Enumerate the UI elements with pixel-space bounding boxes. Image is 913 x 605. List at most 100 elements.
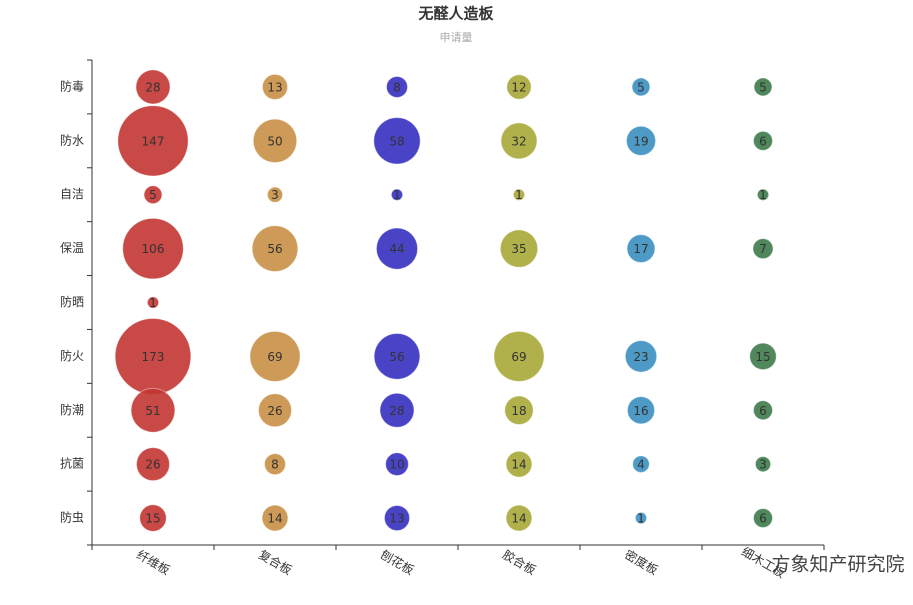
bubble-label: 32 bbox=[511, 134, 526, 148]
bubble-label: 35 bbox=[511, 242, 526, 256]
bubble-label: 5 bbox=[759, 80, 767, 94]
bubble bbox=[493, 330, 545, 382]
bubble bbox=[264, 453, 286, 476]
bubble bbox=[512, 188, 526, 201]
bubble bbox=[624, 340, 658, 373]
bubble bbox=[631, 77, 651, 97]
bubble-label: 1 bbox=[759, 188, 767, 202]
bubble bbox=[626, 234, 656, 264]
bubble-label: 6 bbox=[759, 512, 767, 526]
bubble-label: 14 bbox=[511, 458, 526, 472]
bubble bbox=[626, 396, 656, 425]
bubble bbox=[504, 395, 534, 426]
bubble-label: 56 bbox=[389, 350, 404, 364]
bubble-label: 69 bbox=[267, 350, 282, 364]
bubble-label: 1 bbox=[393, 188, 401, 202]
x-tick-label: 复合板 bbox=[256, 547, 295, 578]
bubble-label: 58 bbox=[389, 134, 404, 148]
bubble-label: 8 bbox=[393, 80, 401, 94]
bubble-label: 13 bbox=[267, 80, 282, 94]
y-tick-label: 防水 bbox=[60, 132, 84, 147]
bubble-label: 6 bbox=[759, 134, 767, 148]
bubble-label: 10 bbox=[389, 458, 404, 472]
bubble bbox=[632, 455, 650, 473]
chart-title: 无醛人造板 bbox=[417, 5, 494, 23]
bubble bbox=[375, 227, 419, 270]
x-tick-label: 密度板 bbox=[622, 547, 661, 578]
bubble bbox=[754, 456, 772, 473]
bubble-label: 69 bbox=[511, 350, 526, 364]
bubble bbox=[249, 330, 301, 382]
bubble-label: 15 bbox=[145, 512, 160, 526]
bubble-label: 28 bbox=[145, 80, 160, 94]
x-tick-label: 刨花板 bbox=[378, 547, 417, 578]
bubble bbox=[385, 452, 409, 477]
y-tick-label: 防毒 bbox=[60, 78, 84, 93]
bubble-label: 12 bbox=[511, 80, 526, 94]
bubble bbox=[752, 238, 774, 260]
bubble bbox=[135, 447, 171, 482]
y-tick-label: 保温 bbox=[60, 241, 84, 255]
bubble-label: 8 bbox=[271, 458, 279, 472]
bubble-label: 26 bbox=[145, 458, 160, 472]
bubble-label: 14 bbox=[511, 512, 526, 526]
bubble bbox=[383, 505, 411, 532]
bubble-label: 13 bbox=[389, 512, 404, 526]
bubble bbox=[117, 105, 189, 177]
bubble-label: 23 bbox=[633, 350, 648, 364]
bubble bbox=[753, 508, 773, 529]
bubble-label: 1 bbox=[515, 188, 523, 202]
bubble-label: 3 bbox=[271, 188, 279, 202]
bubble bbox=[261, 504, 289, 532]
bubble-label: 147 bbox=[142, 134, 165, 148]
bubble-label: 1 bbox=[637, 512, 645, 526]
bubble bbox=[135, 69, 171, 105]
bubble bbox=[143, 185, 163, 205]
bubble-label: 7 bbox=[759, 242, 767, 256]
bubble-label: 14 bbox=[267, 512, 282, 526]
bubble bbox=[139, 504, 167, 532]
bubble bbox=[505, 450, 533, 478]
bubble-label: 5 bbox=[149, 188, 157, 202]
bubble-label: 28 bbox=[389, 404, 404, 418]
y-tick-label: 防晒 bbox=[60, 294, 84, 309]
bubble bbox=[261, 73, 289, 100]
y-tick-label: 防虫 bbox=[60, 510, 84, 525]
bubble-label: 173 bbox=[142, 350, 165, 364]
chart-subtitle: 申请量 bbox=[440, 31, 473, 44]
bubble-label: 18 bbox=[511, 404, 526, 418]
bubble-label: 26 bbox=[267, 404, 282, 418]
bubble bbox=[753, 77, 773, 97]
bubble-label: 6 bbox=[759, 404, 767, 418]
bubble bbox=[257, 393, 293, 428]
x-tick-label: 胶合板 bbox=[500, 547, 539, 578]
bubble-label: 106 bbox=[142, 242, 165, 256]
bubble bbox=[753, 400, 773, 421]
bubble bbox=[506, 74, 532, 100]
bubble bbox=[749, 342, 777, 371]
bubble-label: 51 bbox=[145, 404, 160, 418]
bubble-label: 4 bbox=[637, 458, 645, 472]
bubble bbox=[390, 188, 404, 201]
bubble-label: 44 bbox=[389, 242, 404, 256]
bubble-label: 16 bbox=[633, 404, 648, 418]
bubble-label: 56 bbox=[267, 242, 282, 256]
bubble bbox=[146, 296, 160, 309]
bubble bbox=[499, 229, 539, 268]
bubble bbox=[756, 188, 770, 201]
bubble-label: 50 bbox=[267, 134, 282, 148]
bubble bbox=[122, 217, 184, 280]
bubble bbox=[373, 117, 421, 165]
bubble-label: 17 bbox=[633, 242, 648, 256]
bubble bbox=[379, 392, 415, 428]
bubble bbox=[634, 511, 648, 525]
bubble bbox=[251, 225, 299, 272]
bubble bbox=[505, 504, 533, 532]
y-tick-label: 防潮 bbox=[60, 402, 84, 417]
bubble bbox=[386, 75, 408, 98]
bubble-label: 15 bbox=[755, 350, 770, 364]
bubble bbox=[252, 118, 298, 164]
bubble bbox=[130, 387, 176, 433]
bubble bbox=[266, 186, 284, 203]
bubble bbox=[500, 122, 538, 160]
